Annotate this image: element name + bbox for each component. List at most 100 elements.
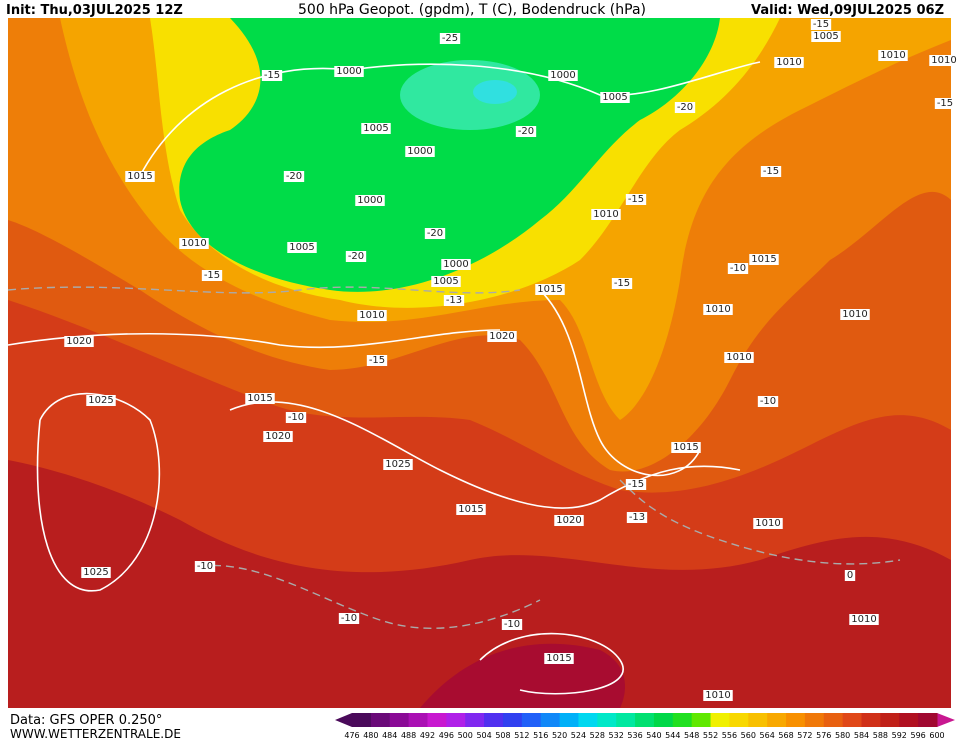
label-box (285, 412, 307, 423)
colorbar-label: 480 (363, 731, 378, 740)
data-source: Data: GFS OPER 0.250° (10, 713, 162, 728)
isobar (479, 632, 624, 695)
colorbar-label: 576 (816, 731, 831, 740)
colorbar-swatch (653, 713, 674, 727)
label-box (366, 355, 388, 366)
label-box (357, 310, 387, 321)
colorbar-label: 536 (627, 731, 642, 740)
map-label: -20 (286, 171, 302, 182)
colorbar-swatch (691, 713, 712, 727)
map-label: 1020 (66, 336, 91, 347)
isotherm (7, 286, 521, 294)
colorbar-label: 600 (929, 731, 944, 740)
label-box (443, 295, 465, 306)
map-label: 1025 (83, 567, 108, 578)
map-label: 1010 (776, 57, 801, 68)
map-label: -20 (348, 251, 364, 262)
label-box (878, 50, 908, 61)
map-label: 1005 (433, 276, 458, 287)
colorbar-swatch (842, 713, 863, 727)
label-box (626, 512, 648, 523)
map-label: 1010 (851, 614, 876, 625)
colorbar-label: 560 (741, 731, 756, 740)
colorbar-swatch (446, 713, 466, 727)
map-label: 1000 (443, 259, 468, 270)
label-box (554, 515, 584, 526)
map-label: 0 (847, 570, 853, 581)
valid-time: Valid: Wed,09JUL2025 06Z (751, 3, 944, 18)
map-label: -20 (427, 228, 443, 239)
label-box (355, 195, 385, 206)
isotherm (619, 479, 901, 565)
colorbar-swatch (578, 713, 598, 727)
map-label: -10 (760, 396, 776, 407)
colorbar-label: 596 (910, 731, 925, 740)
colorbar-swatch (748, 713, 768, 727)
map-label: 1010 (842, 309, 867, 320)
label-box (844, 570, 856, 581)
map-label: 1015 (458, 504, 483, 515)
map-label: -15 (628, 194, 644, 205)
label-box (548, 70, 578, 81)
colorbar-swatch (767, 713, 787, 727)
label-box (674, 102, 696, 113)
label-box (929, 55, 959, 66)
contours (7, 61, 901, 695)
map-label: 1010 (755, 518, 780, 529)
label-box (703, 690, 733, 701)
colorbar-label: 564 (760, 731, 775, 740)
init-time: Init: Thu,03JUL2025 12Z (6, 3, 183, 18)
colorbar-swatch (559, 713, 579, 727)
label-box (125, 171, 155, 182)
colorbar-swatch (786, 713, 806, 727)
map-label: -10 (730, 263, 746, 274)
label-box (194, 561, 216, 572)
colorbar-arrow (937, 713, 955, 727)
colorbar-label: 488 (401, 731, 416, 740)
label-box (501, 619, 523, 630)
map-label: 1010 (181, 238, 206, 249)
colorbar-swatch (465, 713, 485, 727)
map-label: -10 (504, 619, 520, 630)
label-box (811, 31, 841, 42)
map-label: 1010 (705, 690, 730, 701)
map-label: -20 (677, 102, 693, 113)
map-label: -15 (264, 70, 280, 81)
field-core (420, 643, 625, 708)
label-box (625, 479, 647, 490)
colorbar-swatch (370, 713, 391, 727)
colorbar-label: 540 (646, 731, 661, 740)
colorbar-label: 484 (382, 731, 397, 740)
map-label: 1010 (359, 310, 384, 321)
map-label: 1010 (931, 55, 956, 66)
label-box (81, 567, 111, 578)
label-box (840, 309, 870, 320)
map-label: 1010 (705, 304, 730, 315)
label-box (361, 123, 391, 134)
map-label: 1005 (602, 92, 627, 103)
label-box (703, 304, 733, 315)
colorbar-swatch (352, 713, 372, 727)
label-box (934, 98, 956, 109)
colorbar-label: 552 (703, 731, 718, 740)
colorbar-label: 496 (439, 731, 454, 740)
label-box (287, 242, 317, 253)
label-box (724, 352, 754, 363)
map-label: -15 (204, 270, 220, 281)
label-box (86, 395, 116, 406)
map-label: -10 (288, 412, 304, 423)
map-label: 1005 (813, 31, 838, 42)
label-box (263, 431, 293, 442)
label-box (261, 70, 283, 81)
map-label: -13 (446, 295, 462, 306)
colorbar-swatch (521, 713, 542, 727)
colorbar-label: 592 (892, 731, 907, 740)
field-core (179, 18, 720, 292)
header-bar (0, 0, 959, 18)
label-box (760, 166, 782, 177)
label-box (515, 126, 537, 137)
colorbar-label: 524 (571, 731, 586, 740)
label-box (441, 259, 471, 270)
colorbar-label: 588 (873, 731, 888, 740)
colorbar-label: 520 (552, 731, 567, 740)
